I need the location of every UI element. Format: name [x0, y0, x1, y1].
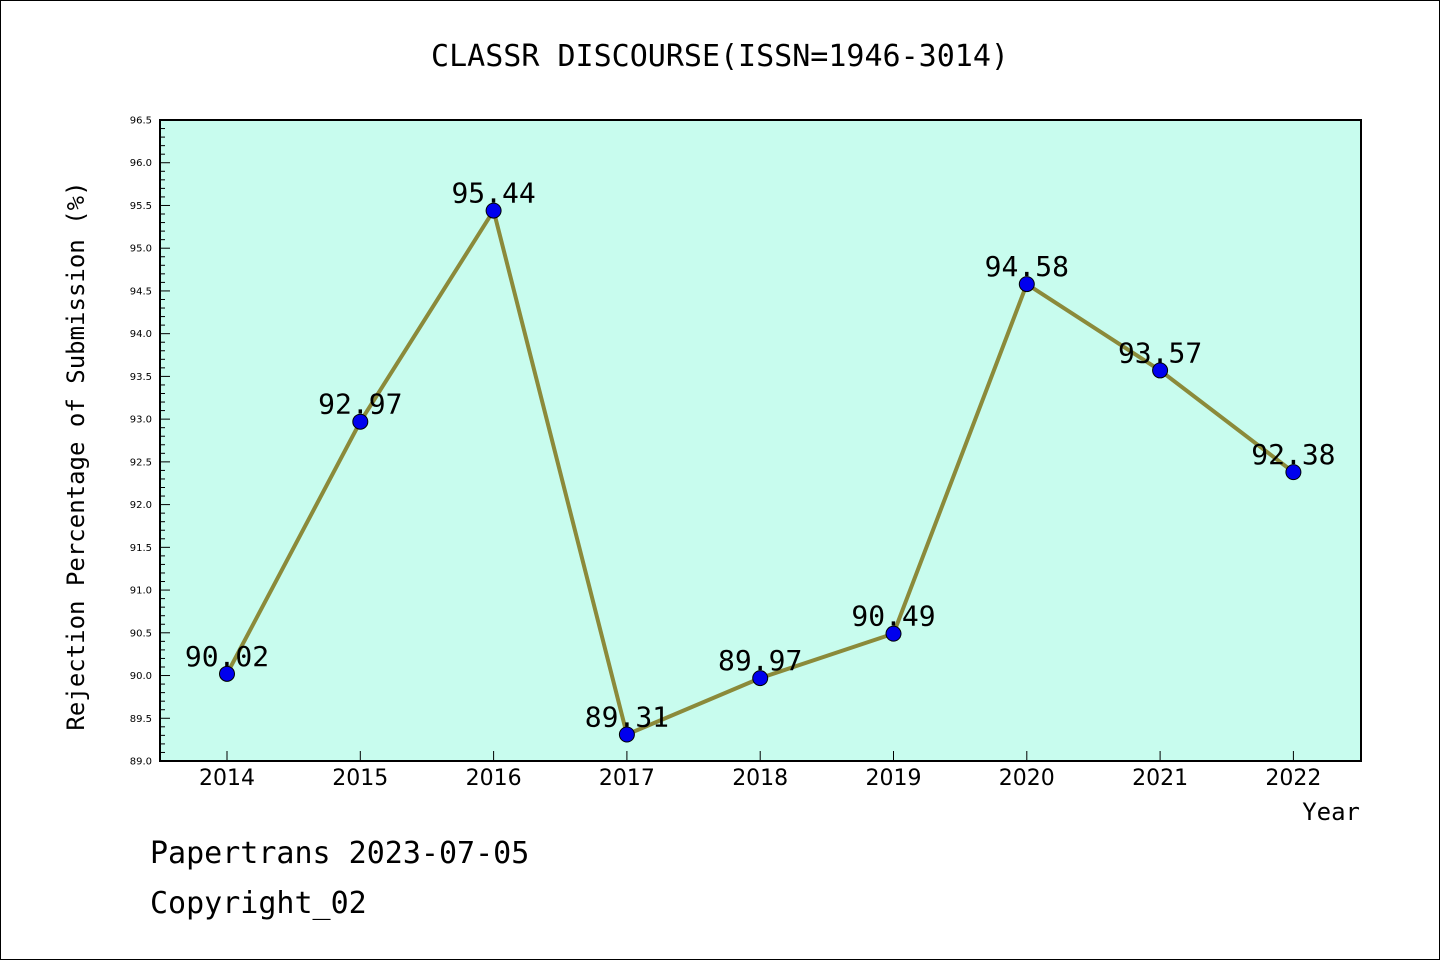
y-tick-label: 90.0 [130, 671, 152, 682]
x-tick-label: 2018 [732, 766, 788, 791]
y-tick-label: 95.0 [130, 244, 152, 255]
x-tick-label: 2020 [999, 766, 1055, 791]
y-tick-label: 91.5 [130, 543, 152, 554]
data-label: 89.31 [585, 701, 669, 734]
x-tick-label: 2016 [466, 766, 522, 791]
x-tick-label: 2015 [332, 766, 388, 791]
x-tick-label: 2022 [1265, 766, 1321, 791]
data-point [352, 413, 369, 430]
y-tick-label: 94.5 [130, 286, 152, 297]
y-tick-label: 91.0 [130, 586, 152, 597]
x-axis-label: Year [1302, 798, 1360, 826]
data-label: 94.58 [985, 250, 1069, 283]
data-point [885, 625, 902, 642]
data-label: 92.38 [1251, 438, 1335, 471]
data-label: 95.44 [451, 177, 535, 210]
data-point [1018, 276, 1035, 293]
data-label: 93.57 [1118, 336, 1202, 369]
y-tick-label: 92.0 [130, 500, 152, 511]
data-labels: 90.02 92.97 95.44 89.31 89.97 90.49 94.58 93.57… [185, 177, 1336, 734]
x-tick-label: 2014 [199, 766, 255, 791]
footer-date: Papertrans 2023-07-05 [150, 836, 530, 871]
data-point [219, 665, 235, 682]
x-tick-label: 2017 [599, 766, 655, 791]
data-label: 89.97 [718, 644, 802, 677]
y-tick-label: 96.5 [130, 116, 152, 127]
y-tick-label: 96.0 [130, 158, 152, 169]
x-tick-label: 2019 [866, 766, 922, 791]
footer-copyright: Copyright_02 [150, 886, 367, 921]
y-tick-label: 89.0 [130, 757, 152, 768]
y-tick-label: 94.0 [130, 329, 152, 340]
plot-area [159, 119, 1362, 762]
y-tick-label: 93.0 [130, 415, 152, 426]
y-tick-label: 93.5 [130, 372, 152, 383]
y-tick-label: 89.5 [130, 714, 152, 725]
data-point [485, 202, 502, 219]
chart-title: CLASSR DISCOURSE(ISSN=1946-3014) [431, 39, 1009, 74]
data-label: 92.97 [318, 388, 402, 421]
y-axis-label: Rejection Percentage of Submission (%) [62, 181, 90, 730]
data-label: 90.49 [851, 600, 935, 633]
y-axis: 89.0 89.5 90.0 90.5 91.0 91.5 92.0 92.5 93.0 93.5… [130, 116, 170, 768]
x-tick-label: 2021 [1132, 766, 1188, 791]
data-point [1152, 362, 1169, 379]
y-tick-label: 90.5 [130, 628, 152, 639]
y-tick-label: 92.5 [130, 457, 152, 468]
data-point [618, 726, 635, 743]
x-axis: 2014 2015 2016 2017 2018 2019 2020 2021 2022 [199, 751, 1321, 791]
data-point [1285, 464, 1302, 481]
data-label: 90.02 [185, 640, 269, 673]
data-point [752, 670, 769, 687]
data-points [219, 202, 1302, 743]
y-tick-label: 95.5 [130, 201, 152, 212]
